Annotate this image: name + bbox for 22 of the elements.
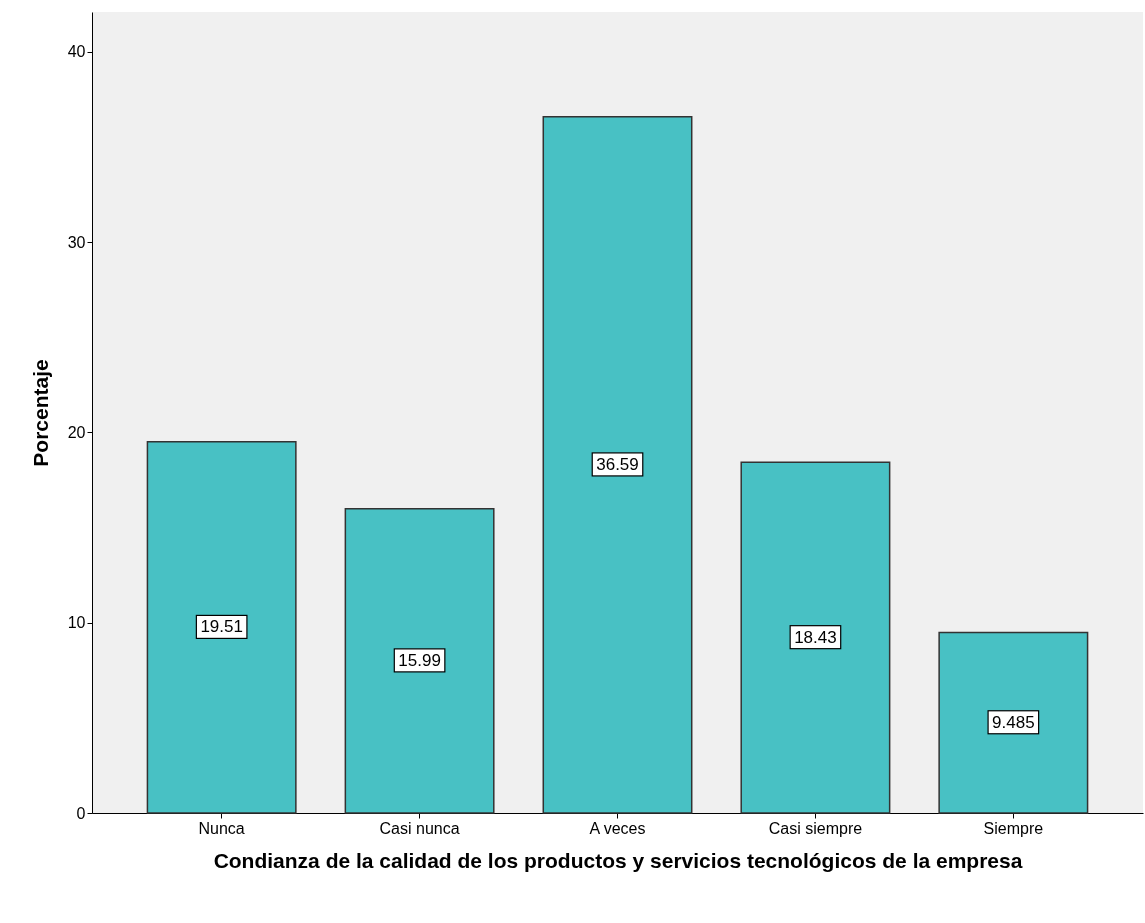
x-tick-label: Casi siempre (768, 819, 863, 837)
data-label: 18.43 (794, 627, 837, 647)
x-tick-label: A veces (589, 819, 646, 837)
y-axis-title: Porcentaje (28, 359, 52, 467)
y-tick-label: 0 (76, 804, 86, 822)
x-tick-label: Casi nunca (379, 819, 460, 837)
x-axis-title: Condianza de la calidad de los productos y servicios tecnológicos de la empresa (213, 848, 1023, 872)
x-tick-label: Siempre (983, 819, 1044, 837)
y-tick-label: 30 (67, 233, 86, 251)
bar (344, 508, 495, 814)
data-label: 19.51 (200, 617, 243, 637)
bar (542, 116, 693, 814)
x-tick-label: Nunca (198, 819, 245, 837)
data-label: 36.59 (596, 454, 639, 474)
data-label: 15.99 (398, 650, 441, 670)
y-tick-label: 20 (67, 423, 86, 441)
bar (938, 631, 1089, 814)
bar (740, 461, 891, 814)
data-label: 9.485 (992, 712, 1035, 732)
y-tick-label: 10 (67, 614, 86, 632)
y-tick-label: 40 (67, 43, 86, 61)
bar (146, 441, 297, 814)
